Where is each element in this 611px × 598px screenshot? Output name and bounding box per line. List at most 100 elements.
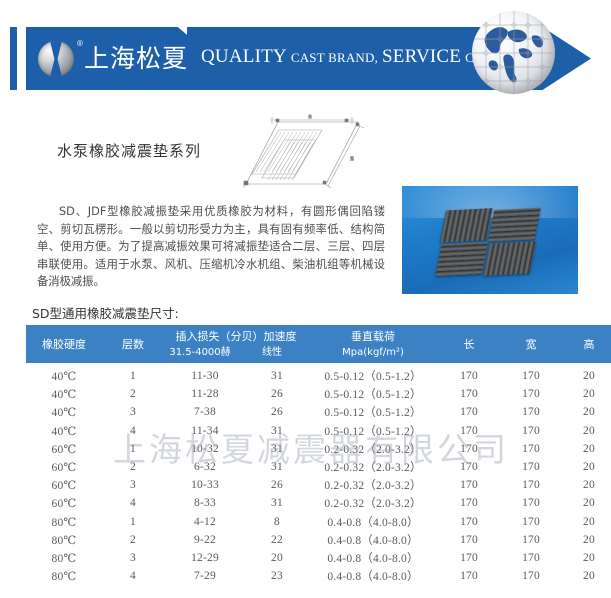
cell-height: 20 <box>583 533 595 546</box>
col-insertion-loss-range: 31.5-4000赫 <box>169 346 231 358</box>
table-row: 40℃ 4 11-34 31 0.5-0.12（0.5-1.2） 170 170 20 <box>26 422 611 440</box>
col-linearity: 线性 <box>262 346 282 358</box>
cell-layers: 3 <box>130 406 136 419</box>
cell-insertion-loss: 4-12 <box>194 515 216 528</box>
svg-text:宽: 宽 <box>350 155 354 161</box>
cell-vertical-load: 0.5-0.12（0.5-1.2） <box>324 371 422 384</box>
table-row: 60℃ 2 6-32 31 0.2-0.32（2.0-3.2） 170 170 20 <box>26 458 611 476</box>
cell-width: 170 <box>522 515 540 528</box>
cell-layers: 2 <box>130 533 136 546</box>
cell-width: 170 <box>522 533 540 546</box>
cell-insertion-loss: 8-33 <box>194 497 216 510</box>
cell-vertical-load: 0.4-0.8（4.0-8.0） <box>327 534 419 547</box>
cell-insertion-loss: 7-29 <box>194 570 216 583</box>
cell-hardness: 60℃ <box>51 498 77 511</box>
slogan-quality: QUALITY <box>201 46 287 67</box>
slogan-service: SERVICE <box>382 46 462 67</box>
jigsaw-globe-icon <box>472 11 555 94</box>
col-insertion-loss: 插入损失（分贝）加速度 31.5-4000赫 线性 <box>164 325 308 363</box>
cell-length: 170 <box>460 551 478 564</box>
col-vertical-load-label: 垂直载荷 <box>351 329 395 343</box>
cell-hardness: 80℃ <box>51 552 77 565</box>
rubber-pad-technical-drawing: 长 宽 <box>232 112 372 192</box>
cell-height: 20 <box>583 388 595 401</box>
table-row: 60℃ 3 10-33 26 0.2-0.32（2.0-3.2） 170 170 20 <box>26 476 611 494</box>
cell-vertical-load: 0.4-0.8（4.0-8.0） <box>327 571 419 584</box>
col-height: 高 <box>562 325 611 363</box>
spec-table-container: 橡胶硬度 层数 插入损失（分贝）加速度 31.5-4000赫 线性 垂直载荷 M… <box>26 325 611 585</box>
cell-layers: 4 <box>130 424 136 437</box>
cell-linearity: 26 <box>271 388 283 401</box>
cell-height: 20 <box>583 551 595 564</box>
sphere-swoosh-logo-icon <box>38 41 74 77</box>
table-row: 40℃ 2 11-28 26 0.5-0.12（0.5-1.2） 170 170 20 <box>26 385 611 403</box>
cell-length: 170 <box>460 461 478 474</box>
cell-layers: 1 <box>130 442 136 455</box>
cell-vertical-load: 0.2-0.32（2.0-3.2） <box>324 498 422 511</box>
header-row: 橡胶硬度 层数 插入损失（分贝）加速度 31.5-4000赫 线性 垂直载荷 M… <box>26 325 611 363</box>
rubber-vibration-pad-photo <box>402 186 578 294</box>
cell-vertical-load: 0.2-0.32（2.0-3.2） <box>324 462 422 475</box>
cell-length: 170 <box>460 370 478 383</box>
cell-length: 170 <box>460 479 478 492</box>
cell-length: 170 <box>460 570 478 583</box>
cell-layers: 1 <box>130 370 136 383</box>
spec-table: 橡胶硬度 层数 插入损失（分贝）加速度 31.5-4000赫 线性 垂直载荷 M… <box>26 325 611 585</box>
cell-insertion-loss: 11-28 <box>191 388 219 401</box>
cell-linearity: 8 <box>274 515 280 528</box>
cell-linearity: 22 <box>271 533 283 546</box>
cell-height: 20 <box>583 497 595 510</box>
cell-width: 170 <box>522 570 540 583</box>
cell-width: 170 <box>522 388 540 401</box>
cell-hardness: 40℃ <box>51 407 77 420</box>
cell-vertical-load: 0.4-0.8（4.0-8.0） <box>327 552 419 565</box>
spec-table-body: 40℃ 1 11-30 31 0.5-0.12（0.5-1.2） 170 170 20 40℃ 2… <box>26 363 611 585</box>
cell-linearity: 20 <box>271 551 283 564</box>
col-vertical-load: 垂直载荷 Mpa(kgf/m²) <box>308 325 438 363</box>
cell-height: 20 <box>583 515 595 528</box>
cell-hardness: 60℃ <box>51 443 77 456</box>
cell-hardness: 80℃ <box>51 534 77 547</box>
cell-height: 20 <box>583 406 595 419</box>
cell-layers: 2 <box>130 388 136 401</box>
pad-quadrant <box>439 208 493 243</box>
cell-width: 170 <box>522 551 540 564</box>
cell-insertion-loss: 10-33 <box>191 479 219 492</box>
table-row: 80℃ 4 7-29 23 0.4-0.8（4.0-8.0） 170 170 20 <box>26 567 611 585</box>
cell-linearity: 26 <box>271 406 283 419</box>
cell-width: 170 <box>522 424 540 437</box>
company-name-cn: 上海松夏 <box>84 44 189 73</box>
cell-width: 170 <box>522 406 540 419</box>
company-logo-block[interactable]: ® 上海松夏 <box>26 27 191 90</box>
pad-quadrant <box>483 241 537 276</box>
cell-length: 170 <box>460 497 478 510</box>
cell-height: 20 <box>583 461 595 474</box>
cell-insertion-loss: 12-29 <box>191 551 219 564</box>
cell-linearity: 31 <box>271 461 283 474</box>
col-layers: 层数 <box>102 325 164 363</box>
table-row: 40℃ 1 11-30 31 0.5-0.12（0.5-1.2） 170 170 20 <box>26 363 611 385</box>
cell-hardness: 40℃ <box>51 389 77 402</box>
col-length: 长 <box>438 325 500 363</box>
cell-hardness: 80℃ <box>51 571 77 584</box>
col-vertical-load-unit: Mpa(kgf/m²) <box>342 346 404 358</box>
cell-height: 20 <box>583 479 595 492</box>
page-title: 水泵橡胶减震垫系列 <box>57 142 202 160</box>
cell-height: 20 <box>583 570 595 583</box>
col-width: 宽 <box>500 325 562 363</box>
slogan-cast-brand: CAST BRAND, <box>290 50 379 65</box>
cell-length: 170 <box>460 406 478 419</box>
registered-trademark-icon: ® <box>77 39 83 48</box>
rubber-pad-assembly <box>433 206 543 279</box>
col-hardness: 橡胶硬度 <box>26 325 102 363</box>
col-insertion-loss-label: 插入损失（分贝）加速度 <box>175 329 297 343</box>
cell-width: 170 <box>522 497 540 510</box>
product-description: SD、JDF型橡胶减振垫采用优质橡胶为材料，有圆形偶回陷镂空、剪切瓦楞形。一般以… <box>37 205 385 288</box>
page-header: ® 上海松夏 QUALITY CAST BRAND, SERVICE CREAT… <box>0 0 611 108</box>
cell-height: 20 <box>583 424 595 437</box>
cell-hardness: 60℃ <box>51 462 77 475</box>
cell-height: 20 <box>583 442 595 455</box>
table-row: 80℃ 1 4-12 8 0.4-0.8（4.0-8.0） 170 170 20 <box>26 513 611 531</box>
cell-insertion-loss: 6-32 <box>194 461 216 474</box>
cell-linearity: 31 <box>271 497 283 510</box>
